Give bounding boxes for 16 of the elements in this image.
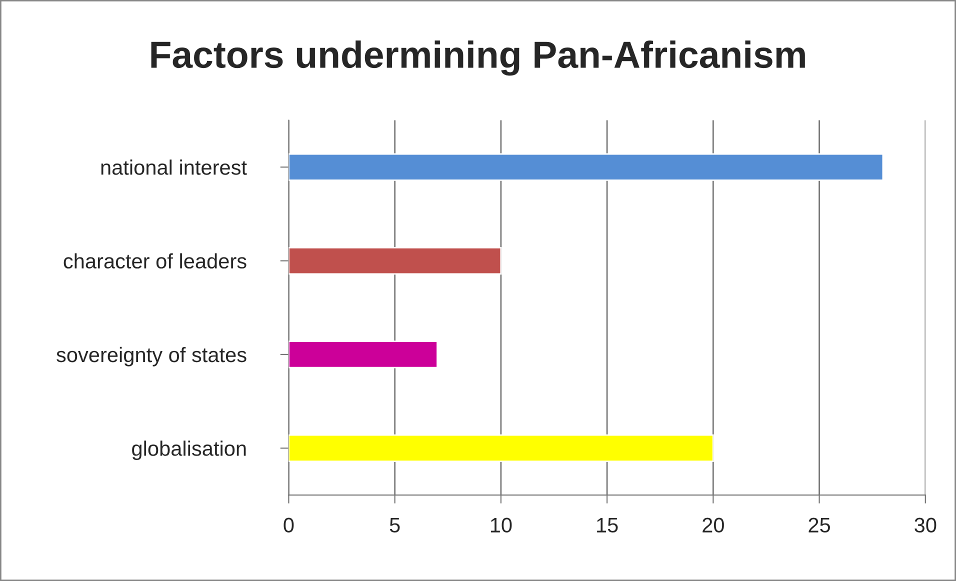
y-tick-label: national interest xyxy=(101,160,247,175)
x-tick-label: 10 xyxy=(490,518,512,533)
x-tick-label: 5 xyxy=(390,518,400,533)
bar xyxy=(288,340,438,368)
x-tick-label: 30 xyxy=(914,518,936,533)
y-tick-label: sovereignty of states xyxy=(56,346,246,366)
x-tick-label: 15 xyxy=(597,518,618,533)
bar xyxy=(288,153,884,181)
chart-title: Factors undermining Pan-Africanism xyxy=(151,40,805,76)
y-tick-label: globalisation xyxy=(132,440,246,460)
x-tick-label: 25 xyxy=(808,518,830,533)
bar xyxy=(288,246,502,275)
x-tick-label: 0 xyxy=(284,518,294,533)
bar xyxy=(288,434,714,462)
x-tick-label: 20 xyxy=(702,518,724,533)
y-tick-label: character of leaders xyxy=(64,253,246,269)
